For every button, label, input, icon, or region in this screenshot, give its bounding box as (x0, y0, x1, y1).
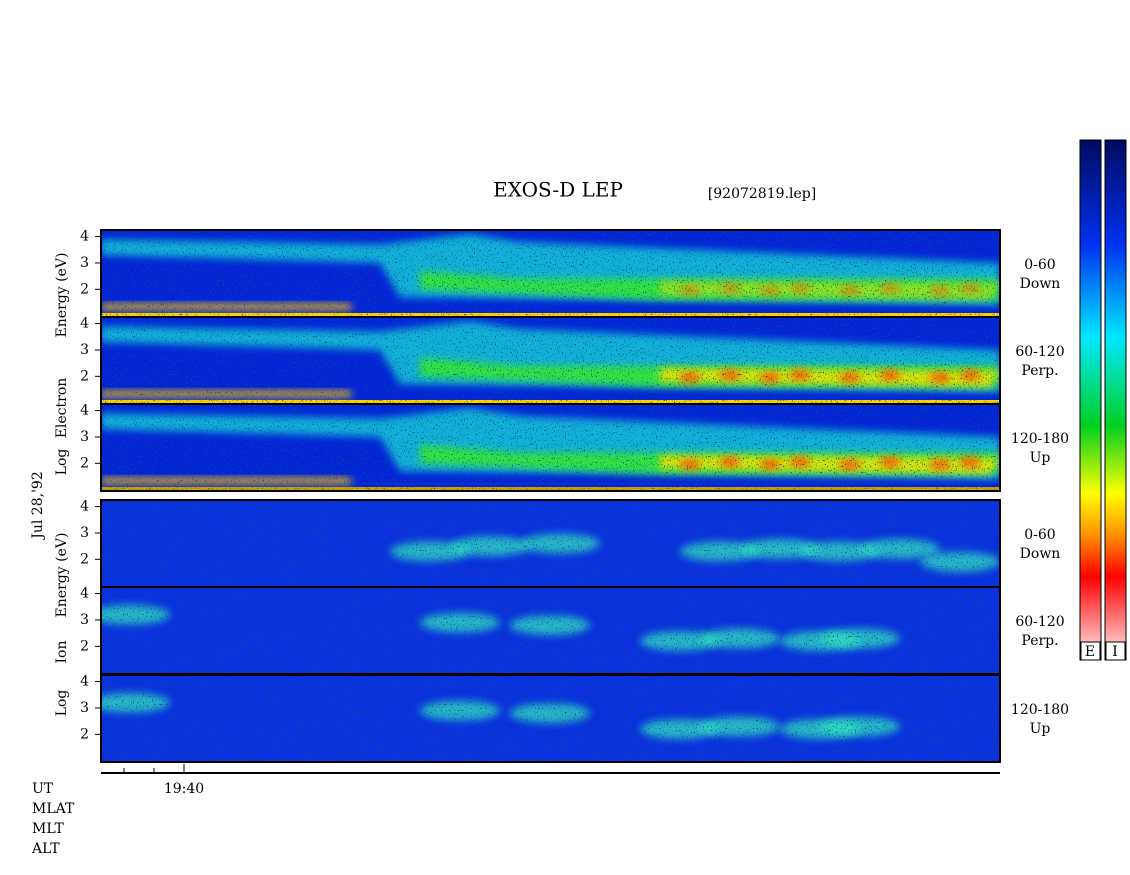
colorbar (1079, 139, 1102, 661)
y-tick-label: 2 (80, 551, 89, 567)
title: EXOS-D LEP (493, 178, 623, 202)
colorbar-box (1105, 641, 1126, 661)
spectrogram (101, 404, 1000, 491)
spectrogram (101, 230, 1000, 317)
row-label: UT (32, 781, 54, 797)
y-tick-label: 2 (80, 455, 89, 471)
axis-label: Log (54, 690, 70, 717)
direction-label: Up (1030, 450, 1051, 466)
speckle (101, 230, 1000, 317)
y-tick-label: 3 (80, 429, 89, 445)
direction-label: Perp. (1021, 633, 1058, 649)
axis-label: Ion (54, 641, 70, 664)
direction-label: Down (1020, 276, 1061, 292)
angle-label: 60-120 (1015, 344, 1064, 360)
y-tick-label: 2 (80, 638, 89, 654)
time-label: 19:40 (164, 781, 204, 797)
colorbar-box (1080, 641, 1101, 661)
speckle (101, 500, 1000, 587)
y-tick-label: 3 (80, 612, 89, 628)
colorbar-label: E (1085, 644, 1095, 660)
speckle (101, 675, 1000, 762)
y-tick-label: 4 (80, 403, 89, 419)
direction-label: Perp. (1021, 363, 1058, 379)
file-name: [92072819.lep] (708, 186, 816, 202)
y-tick-label: 2 (80, 281, 89, 297)
panel-frame (100, 403, 1001, 492)
angle-label: 60-120 (1015, 614, 1064, 630)
angle-label: 120-180 (1011, 702, 1069, 718)
axis-label: Energy (eV) (54, 533, 70, 618)
panels: 2 3 4 0-60 Down 2 3 4 60-120 Perp. 2 3 4 120-180 Up 2 3 4… (54, 229, 1069, 763)
speckle (101, 317, 1000, 404)
axis-label: Energy (eV) (54, 253, 70, 338)
spectrogram (101, 317, 1000, 404)
y-tick-label: 4 (80, 499, 89, 515)
axis-label: Electron (54, 378, 70, 439)
y-tick-label: 3 (80, 255, 89, 271)
y-tick-label: 4 (80, 586, 89, 602)
date-label: Jul 28,'92 (30, 471, 46, 540)
speckle (101, 404, 1000, 491)
row-label: MLT (32, 821, 64, 837)
direction-label: Down (1020, 546, 1061, 562)
spectrogram (101, 587, 1000, 674)
speckle (101, 587, 1000, 674)
y-tick-label: 3 (80, 700, 89, 716)
row-label: MLAT (32, 801, 75, 817)
axis-label: Log (54, 449, 70, 476)
spectrogram (101, 675, 1000, 762)
y-tick-label: 4 (80, 674, 89, 690)
y-tick-label: 3 (80, 525, 89, 541)
direction-label: Up (1030, 721, 1051, 737)
y-tick-label: 2 (80, 368, 89, 384)
y-tick-label: 2 (80, 726, 89, 742)
y-tick-label: 4 (80, 316, 89, 332)
colorbar (1104, 139, 1127, 661)
angle-label: 0-60 (1024, 527, 1055, 543)
y-tick-label: 3 (80, 342, 89, 358)
spectrogram (101, 500, 1000, 587)
row-label: ALT (31, 841, 60, 857)
angle-label: 0-60 (1024, 257, 1055, 273)
panel-frame (100, 674, 1001, 763)
y-tick-label: 4 (80, 229, 89, 245)
angle-label: 120-180 (1011, 431, 1069, 447)
colorbar-label: I (1112, 644, 1118, 660)
